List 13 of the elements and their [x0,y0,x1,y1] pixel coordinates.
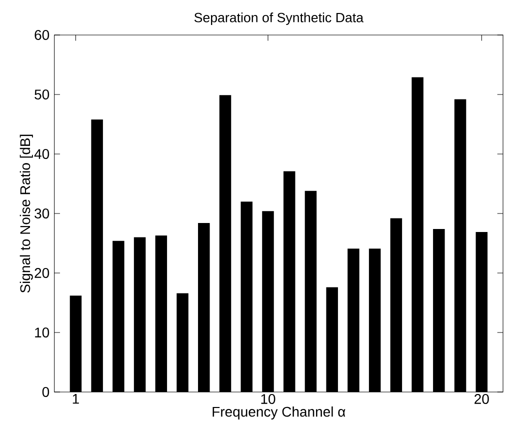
x-tick-label: 10 [261,394,276,404]
y-tick-label: 30 [34,208,50,218]
chart-title: Separation of Synthetic Data [194,12,364,25]
x-tick-label: 20 [474,394,489,404]
y-tick-label: 0 [42,387,50,397]
y-axis-title: Signal to Noise Ratio [dB] [20,134,33,293]
y-tick-label: 60 [34,30,50,40]
y-tick-label: 10 [35,328,50,338]
x-axis-title: Frequency Channel α [212,406,346,420]
y-tick-label: 50 [34,90,50,100]
x-tick-label: 1 [72,394,79,404]
y-tick-label: 20 [34,268,50,278]
y-tick-label: 40 [34,149,50,159]
